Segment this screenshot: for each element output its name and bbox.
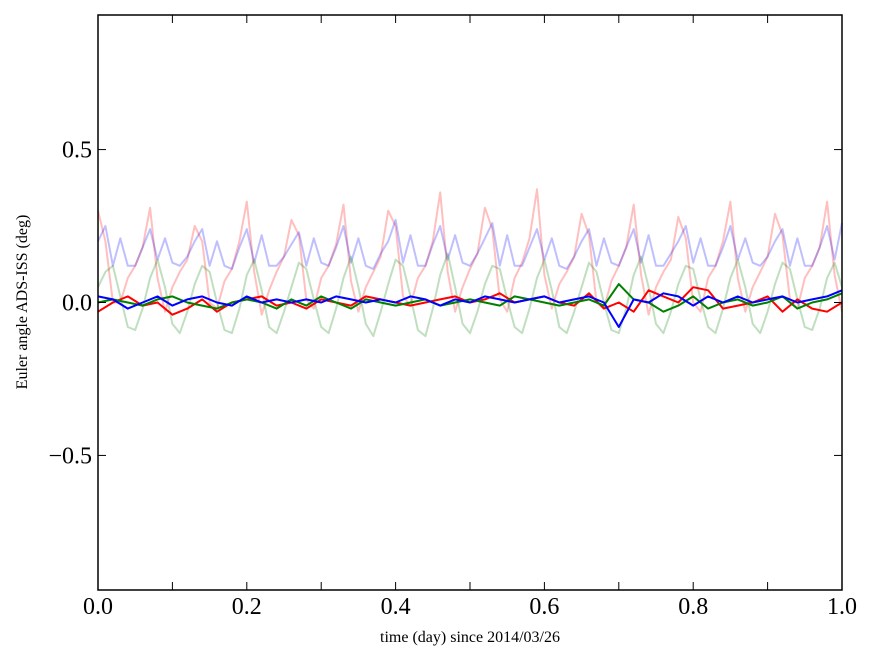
series-line-0 xyxy=(97,188,843,316)
y-tick-label: −0.5 xyxy=(48,443,92,469)
x-tick-label: 0.4 xyxy=(381,594,411,620)
x-tick-label: 0.6 xyxy=(529,594,559,620)
x-tick-label: 0.2 xyxy=(232,594,262,620)
x-tick-label: 1.0 xyxy=(827,594,857,620)
x-axis-label: time (day) since 2014/03/26 xyxy=(380,629,560,646)
series-line-4 xyxy=(97,283,843,313)
x-tick-label: 0.8 xyxy=(678,594,708,620)
series-line-5 xyxy=(97,289,843,328)
series-layer xyxy=(97,188,843,338)
ticks-layer: 0.0 0.2 0.4 0.6 0.8 1.0 −0.5 0.0 0.5 xyxy=(48,15,857,620)
series-line-2 xyxy=(97,252,843,338)
x-tick-label: 0.0 xyxy=(83,594,113,620)
series-line-1 xyxy=(97,218,843,270)
y-axis-label: Euler angle ADS-ISS (deg) xyxy=(14,215,31,390)
y-tick-label: 0.5 xyxy=(62,138,92,164)
y-tick-label: 0.0 xyxy=(62,291,92,317)
